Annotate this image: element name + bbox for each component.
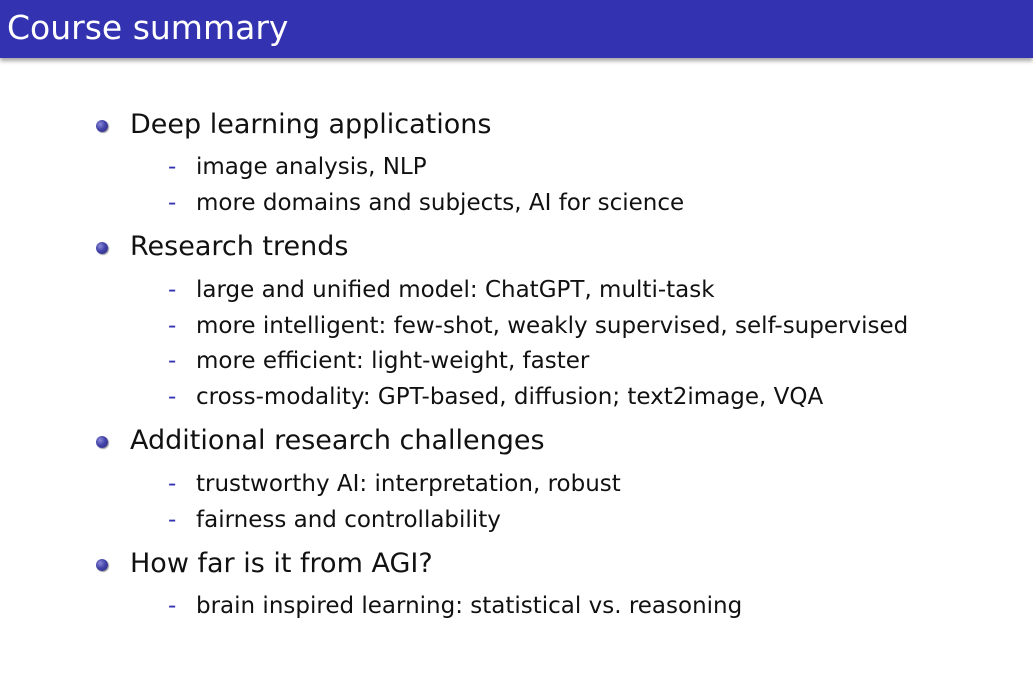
sub-item-text: trustworthy AI: interpretation, robust	[196, 471, 621, 497]
sub-item-text: image analysis, NLP	[196, 154, 427, 180]
sub-item-text: cross-modality: GPT-based, diffusion; te…	[196, 384, 824, 410]
sub-item-text: fairness and controllability	[196, 507, 501, 533]
sub-item-text: more domains and subjects, AI for scienc…	[196, 190, 685, 216]
bullet-dot-icon	[96, 242, 108, 254]
bullet-dot-icon	[96, 559, 108, 571]
sub-item-text: large and unified model: ChatGPT, multi-…	[196, 277, 715, 303]
bullet-text: Deep learning applications	[130, 109, 492, 140]
sub-item-text: brain inspired learning: statistical vs.…	[196, 593, 743, 619]
sub-item-text: more intelligent: few-shot, weakly super…	[196, 313, 909, 339]
dash-icon: -	[168, 277, 177, 303]
sub-item-text: more efficient: light-weight, faster	[196, 348, 590, 374]
dash-icon: -	[168, 154, 177, 180]
slide-title: Course summary	[7, 8, 289, 47]
dash-icon: -	[168, 471, 177, 497]
bullet-dot-icon	[96, 120, 108, 132]
dash-icon: -	[168, 348, 177, 374]
dash-icon: -	[168, 313, 177, 339]
title-bar: Course summary	[0, 0, 1033, 58]
bullet-text: How far is it from AGI?	[130, 548, 433, 579]
bullet-dot-icon	[96, 436, 108, 448]
dash-icon: -	[168, 507, 177, 533]
dash-icon: -	[168, 593, 177, 619]
dash-icon: -	[168, 190, 177, 216]
bullet-text: Research trends	[130, 231, 349, 262]
bullet-text: Additional research challenges	[130, 425, 545, 456]
dash-icon: -	[168, 384, 177, 410]
